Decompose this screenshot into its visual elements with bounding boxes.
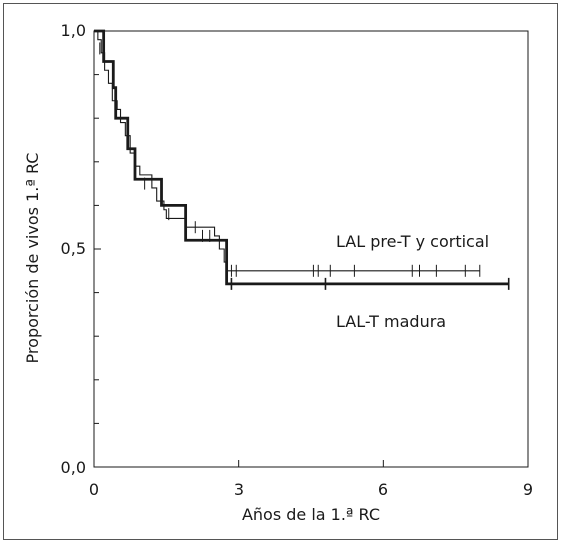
x-tick-label-6: 6 [378,480,388,499]
series-label-t-madura: LAL-T madura [336,312,446,331]
chart-labels: 1,0 0,5 0,0 0 3 6 9 Años de la 1.ª RC Pr… [23,21,533,524]
x-tick-label-0: 0 [89,480,99,499]
plot-axes [93,30,529,468]
series-label-pre-t-cortical: LAL pre-T y cortical [336,232,489,251]
y-axis-label: Proporción de vivos 1.ª RC [23,153,42,364]
y-tick-label-0: 0,0 [61,458,86,477]
y-tick-label-1: 1,0 [61,21,86,40]
survival-line-lal-pre-t-cortical [94,30,480,272]
x-tick-label-3: 3 [234,480,244,499]
x-tick-label-9: 9 [523,480,533,499]
x-axis-label: Años de la 1.ª RC [242,505,380,524]
y-tick-label-05: 0,5 [61,239,86,258]
survival-line-lal-t-madura [94,29,509,286]
survival-curves [94,29,510,290]
